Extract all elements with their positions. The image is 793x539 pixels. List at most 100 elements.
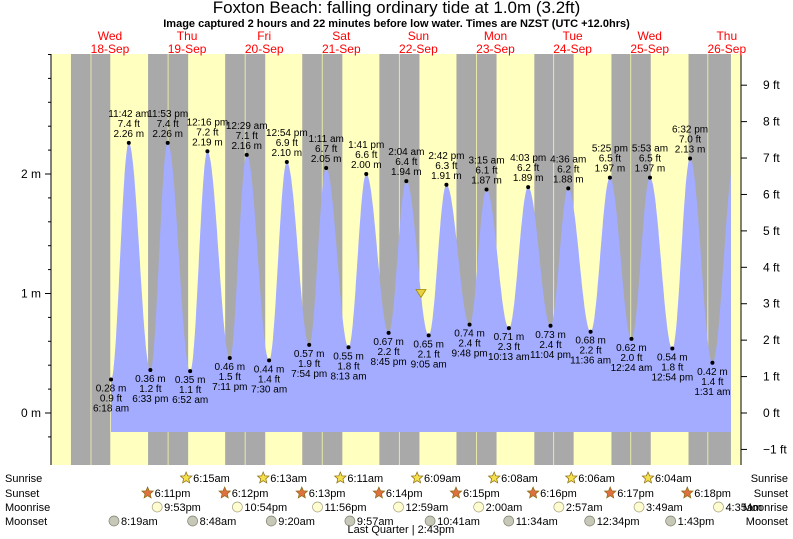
- tide-point: [148, 367, 153, 372]
- tide-ft-label: 6.2 ft: [557, 164, 579, 175]
- sunset-time: 6:16pm: [540, 488, 577, 500]
- right-tick-label: 5 ft: [763, 224, 780, 238]
- left-tick-label: 0 m: [21, 406, 41, 420]
- moonrise-time: 9:53pm: [164, 502, 201, 514]
- moonset-time: 11:34am: [516, 516, 558, 528]
- tide-point: [205, 149, 210, 154]
- tide-point: [227, 356, 232, 361]
- day-weekday-label: Sat: [332, 29, 351, 43]
- tide-m-label: 1.97 m: [635, 164, 666, 175]
- sunrise-icon: [487, 471, 501, 484]
- tide-point: [526, 185, 531, 190]
- sunrise-time: 6:04am: [655, 473, 692, 485]
- day-weekday-label: Mon: [484, 29, 507, 43]
- right-tick-label: 0 ft: [763, 406, 780, 420]
- tide-point: [426, 333, 431, 338]
- tide-m-label: 0.62 m: [616, 343, 647, 354]
- tide-point: [670, 346, 675, 351]
- tide-ft-label: 2.4 ft: [458, 339, 480, 350]
- tide-m-label: 2.05 m: [311, 154, 342, 165]
- tide-ft-label: 7.0 ft: [679, 134, 701, 145]
- tide-time-label: 3:15 am: [468, 156, 504, 167]
- sunrise-icon: [410, 471, 424, 484]
- moonset-icon: [503, 515, 515, 527]
- astro-row-label-right: Sunrise: [751, 473, 788, 485]
- sunset-time: 6:13pm: [309, 488, 346, 500]
- tide-m-label: 0.74 m: [454, 329, 485, 340]
- right-tick-label: 9 ft: [763, 78, 780, 92]
- tide-time-label: 12:29 am: [226, 121, 268, 132]
- moonset-time: 8:48am: [200, 516, 237, 528]
- chart-subtitle: Image captured 2 hours and 22 minutes be…: [163, 18, 630, 30]
- moonrise-time: 3:49am: [646, 502, 683, 514]
- moonrise-time: 2:00am: [486, 502, 523, 514]
- day-date-label: 24-Sep: [553, 42, 592, 56]
- tide-point: [710, 360, 715, 365]
- sunrise-time: 6:15am: [193, 473, 230, 485]
- tide-area: [111, 142, 731, 432]
- sunrise-time: 6:13am: [270, 473, 307, 485]
- tide-time-label: 6:18 am: [93, 404, 129, 415]
- chart-title: Foxton Beach: falling ordinary tide at 1…: [212, 0, 581, 17]
- tide-point: [109, 377, 114, 382]
- tide-m-label: 0.73 m: [535, 330, 566, 341]
- tide-m-label: 0.36 m: [135, 374, 166, 385]
- tide-ft-label: 2.2 ft: [579, 346, 601, 357]
- tide-ft-label: 6.7 ft: [315, 144, 337, 155]
- astro-row-label-left: Sunset: [5, 488, 39, 500]
- moonset-icon: [187, 515, 198, 527]
- tide-m-label: 0.57 m: [294, 349, 325, 360]
- sunrise-icon: [256, 471, 270, 484]
- tide-ft-label: 2.1 ft: [418, 349, 440, 360]
- tide-m-label: 1.91 m: [431, 171, 462, 182]
- tide-time-label: 2:42 pm: [428, 151, 464, 162]
- tide-point: [244, 152, 249, 157]
- right-tick-label: 3 ft: [763, 297, 780, 311]
- tide-point: [484, 187, 489, 192]
- astro-table: Sunrise Sunrise Sunset Sunset Moonrise Moonri…: [5, 471, 788, 536]
- moonrise-time: 12:59am: [405, 502, 448, 514]
- day-date-label: 23-Sep: [476, 42, 515, 56]
- tide-time-label: 11:36 am: [570, 356, 611, 367]
- tide-time-label: 7:30 am: [251, 384, 287, 395]
- moonrise-icon: [633, 501, 645, 513]
- sunset-time: 6:17pm: [617, 488, 654, 500]
- day-date-label: 21-Sep: [322, 42, 361, 56]
- tide-time-label: 4:36 am: [550, 154, 586, 165]
- tide-time-label: 11:53 pm: [147, 109, 188, 120]
- day-date-label: 26-Sep: [707, 42, 746, 56]
- tide-point: [188, 369, 193, 374]
- tide-point: [267, 358, 272, 363]
- tide-ft-label: 1.4 ft: [258, 374, 280, 385]
- moonset-icon: [265, 515, 277, 527]
- astro-row-label-left: Moonrise: [5, 502, 50, 514]
- tide-point: [324, 166, 329, 171]
- tide-time-label: 1:11 am: [308, 134, 343, 145]
- tide-ft-label: 6.9 ft: [276, 138, 298, 149]
- sunset-time: 6:18pm: [694, 488, 731, 500]
- moonrise-time: 10:54pm: [244, 502, 287, 514]
- tide-m-label: 2.19 m: [192, 137, 223, 148]
- sunset-icon: [141, 486, 155, 499]
- sunrise-time: 6:11am: [347, 473, 383, 485]
- tide-point: [607, 175, 612, 180]
- sunset-time: 6:14pm: [386, 488, 423, 500]
- moonset-time: 12:34pm: [597, 516, 640, 528]
- moonrise-icon: [312, 501, 323, 513]
- tide-point: [346, 345, 351, 350]
- current-tide-marker: [415, 289, 427, 299]
- tide-time-label: 9:05 am: [411, 359, 447, 370]
- tide-ft-label: 1.5 ft: [219, 372, 241, 383]
- moonset-time: 8:19am: [121, 516, 158, 528]
- moonrise-icon: [231, 501, 243, 513]
- tide-time-label: 5:53 am: [632, 144, 668, 155]
- tide-time-label: 8:13 am: [330, 371, 366, 382]
- tide-point: [566, 186, 571, 191]
- moonset-time: 10:41am: [437, 516, 480, 528]
- tide-time-label: 12:54 pm: [266, 128, 308, 139]
- sunset-icon: [680, 486, 694, 499]
- sunrise-time: 6:08am: [501, 473, 538, 485]
- tide-point: [307, 342, 312, 347]
- astro-row-label-left: Sunrise: [5, 473, 42, 485]
- tide-ft-label: 6.5 ft: [639, 154, 661, 165]
